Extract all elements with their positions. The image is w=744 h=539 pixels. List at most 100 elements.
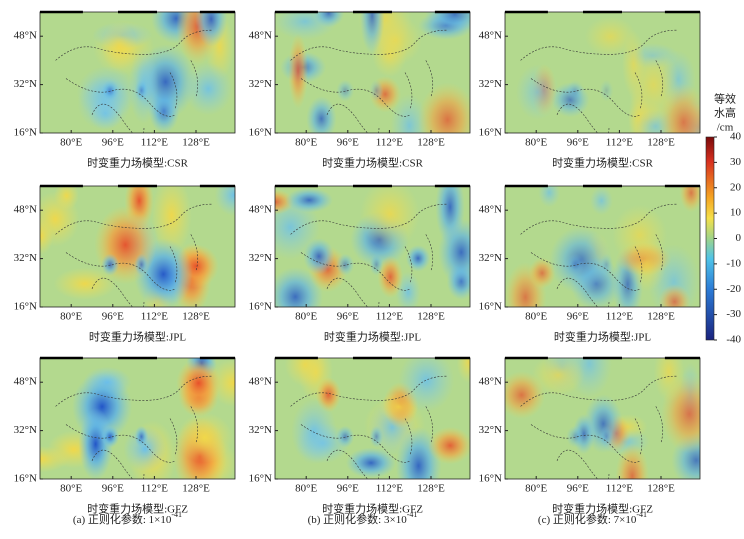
field-blob <box>134 79 149 102</box>
map-field <box>505 12 700 133</box>
y-tick-label: 16°N <box>479 301 502 313</box>
field-blob <box>151 186 192 256</box>
y-tick-label: 16°N <box>14 473 37 485</box>
field-blob <box>40 217 54 255</box>
x-tick-label: 112°E <box>141 311 168 323</box>
caption: (c) 正则化参数: 7×10-41 <box>538 510 647 526</box>
x-tick-label: 80°E <box>525 311 547 323</box>
y-tick-label: 32°N <box>14 252 37 264</box>
model-label: 时变重力场模型:CSR <box>87 156 189 170</box>
x-tick-label: 128°E <box>182 137 210 149</box>
field-blob <box>566 79 585 102</box>
x-tick-label: 128°E <box>647 483 675 495</box>
map-field <box>275 12 470 133</box>
field-blob <box>214 186 235 216</box>
colorbar <box>705 136 715 341</box>
x-tick-label: 112°E <box>376 483 403 495</box>
x-tick-label: 96°E <box>567 311 589 323</box>
x-tick-label: 128°E <box>647 311 675 323</box>
y-tick-label: 48°N <box>479 204 502 216</box>
y-tick-label: 48°N <box>249 30 272 42</box>
field-blob <box>360 186 420 250</box>
map-field <box>505 358 700 479</box>
x-tick-label: 128°E <box>417 137 445 149</box>
y-tick-label: 16°N <box>14 127 37 139</box>
map-field <box>40 358 235 479</box>
x-tick-label: 96°E <box>567 137 589 149</box>
x-tick-label: 128°E <box>417 483 445 495</box>
x-tick-label: 96°E <box>102 311 124 323</box>
field-blob <box>428 426 470 465</box>
colorbar-tick-label: 40 <box>730 131 742 143</box>
x-tick-label: 112°E <box>376 311 403 323</box>
y-tick-label: 32°N <box>14 78 37 90</box>
field-blob <box>336 253 355 276</box>
y-tick-label: 16°N <box>14 301 37 313</box>
y-tick-label: 48°N <box>14 376 37 388</box>
field-blob <box>418 82 470 133</box>
field-blob <box>336 425 355 448</box>
boundary <box>290 203 447 307</box>
field-blob <box>599 253 614 276</box>
caption-exponent: -41 <box>171 510 182 519</box>
field-blob <box>285 187 333 213</box>
y-tick-label: 32°N <box>479 252 502 264</box>
field-blob <box>101 425 120 448</box>
y-tick-label: 16°N <box>249 473 272 485</box>
x-tick-label: 80°E <box>295 311 317 323</box>
x-tick-label: 112°E <box>141 483 168 495</box>
y-tick-label: 16°N <box>479 127 502 139</box>
caption-exponent: -41 <box>636 510 647 519</box>
x-tick-label: 112°E <box>141 137 168 149</box>
x-tick-label: 96°E <box>337 311 359 323</box>
x-tick-label: 80°E <box>60 137 82 149</box>
colorbar-tick-label: -30 <box>726 308 741 320</box>
caption: (b) 正则化参数: 3×10-41 <box>308 510 418 526</box>
boundary <box>520 203 677 307</box>
boundary <box>520 375 677 479</box>
field-blob <box>679 186 700 213</box>
colorbar-tick-label: 0 <box>736 232 742 244</box>
x-tick-label: 80°E <box>525 137 547 149</box>
map-field <box>275 186 470 307</box>
field-blob <box>658 284 691 307</box>
colorbar-label: 水高 <box>714 106 736 120</box>
colorbar-tick-label: -40 <box>726 334 741 346</box>
colorbar-tick-label: 20 <box>730 181 742 193</box>
map-field <box>505 186 700 307</box>
y-tick-label: 32°N <box>249 424 272 436</box>
colorbar-tick-label: 10 <box>730 207 742 219</box>
field-blob <box>369 253 384 276</box>
field-blob <box>284 358 326 387</box>
y-tick-label: 48°N <box>14 30 37 42</box>
y-tick-label: 16°N <box>249 301 272 313</box>
boundary <box>520 29 677 133</box>
y-tick-label: 48°N <box>249 376 272 388</box>
x-tick-label: 96°E <box>337 137 359 149</box>
model-label: 时变重力场模型:GFZ <box>322 502 423 516</box>
y-tick-label: 32°N <box>249 78 272 90</box>
field-blob <box>78 407 113 479</box>
x-tick-label: 128°E <box>417 311 445 323</box>
field-blob <box>288 33 309 109</box>
x-tick-label: 128°E <box>182 311 210 323</box>
x-tick-label: 96°E <box>102 483 124 495</box>
y-tick-label: 16°N <box>249 127 272 139</box>
field-blob <box>531 358 585 396</box>
field-blob <box>566 425 585 448</box>
field-blob <box>515 64 559 120</box>
field-blob <box>405 245 431 272</box>
model-label: 时变重力场模型:JPL <box>89 330 186 344</box>
x-tick-label: 80°E <box>295 137 317 149</box>
x-tick-label: 80°E <box>60 483 82 495</box>
field-blob <box>40 191 80 247</box>
colorbar-label: 等效 <box>714 92 736 106</box>
field-blob <box>176 412 233 463</box>
x-tick-label: 112°E <box>606 483 633 495</box>
field-blob <box>291 398 337 465</box>
y-tick-label: 48°N <box>479 30 502 42</box>
model-label: 时变重力场模型:JPL <box>554 330 651 344</box>
field-blob <box>566 253 585 276</box>
x-tick-label: 96°E <box>337 483 359 495</box>
y-tick-label: 48°N <box>479 376 502 388</box>
